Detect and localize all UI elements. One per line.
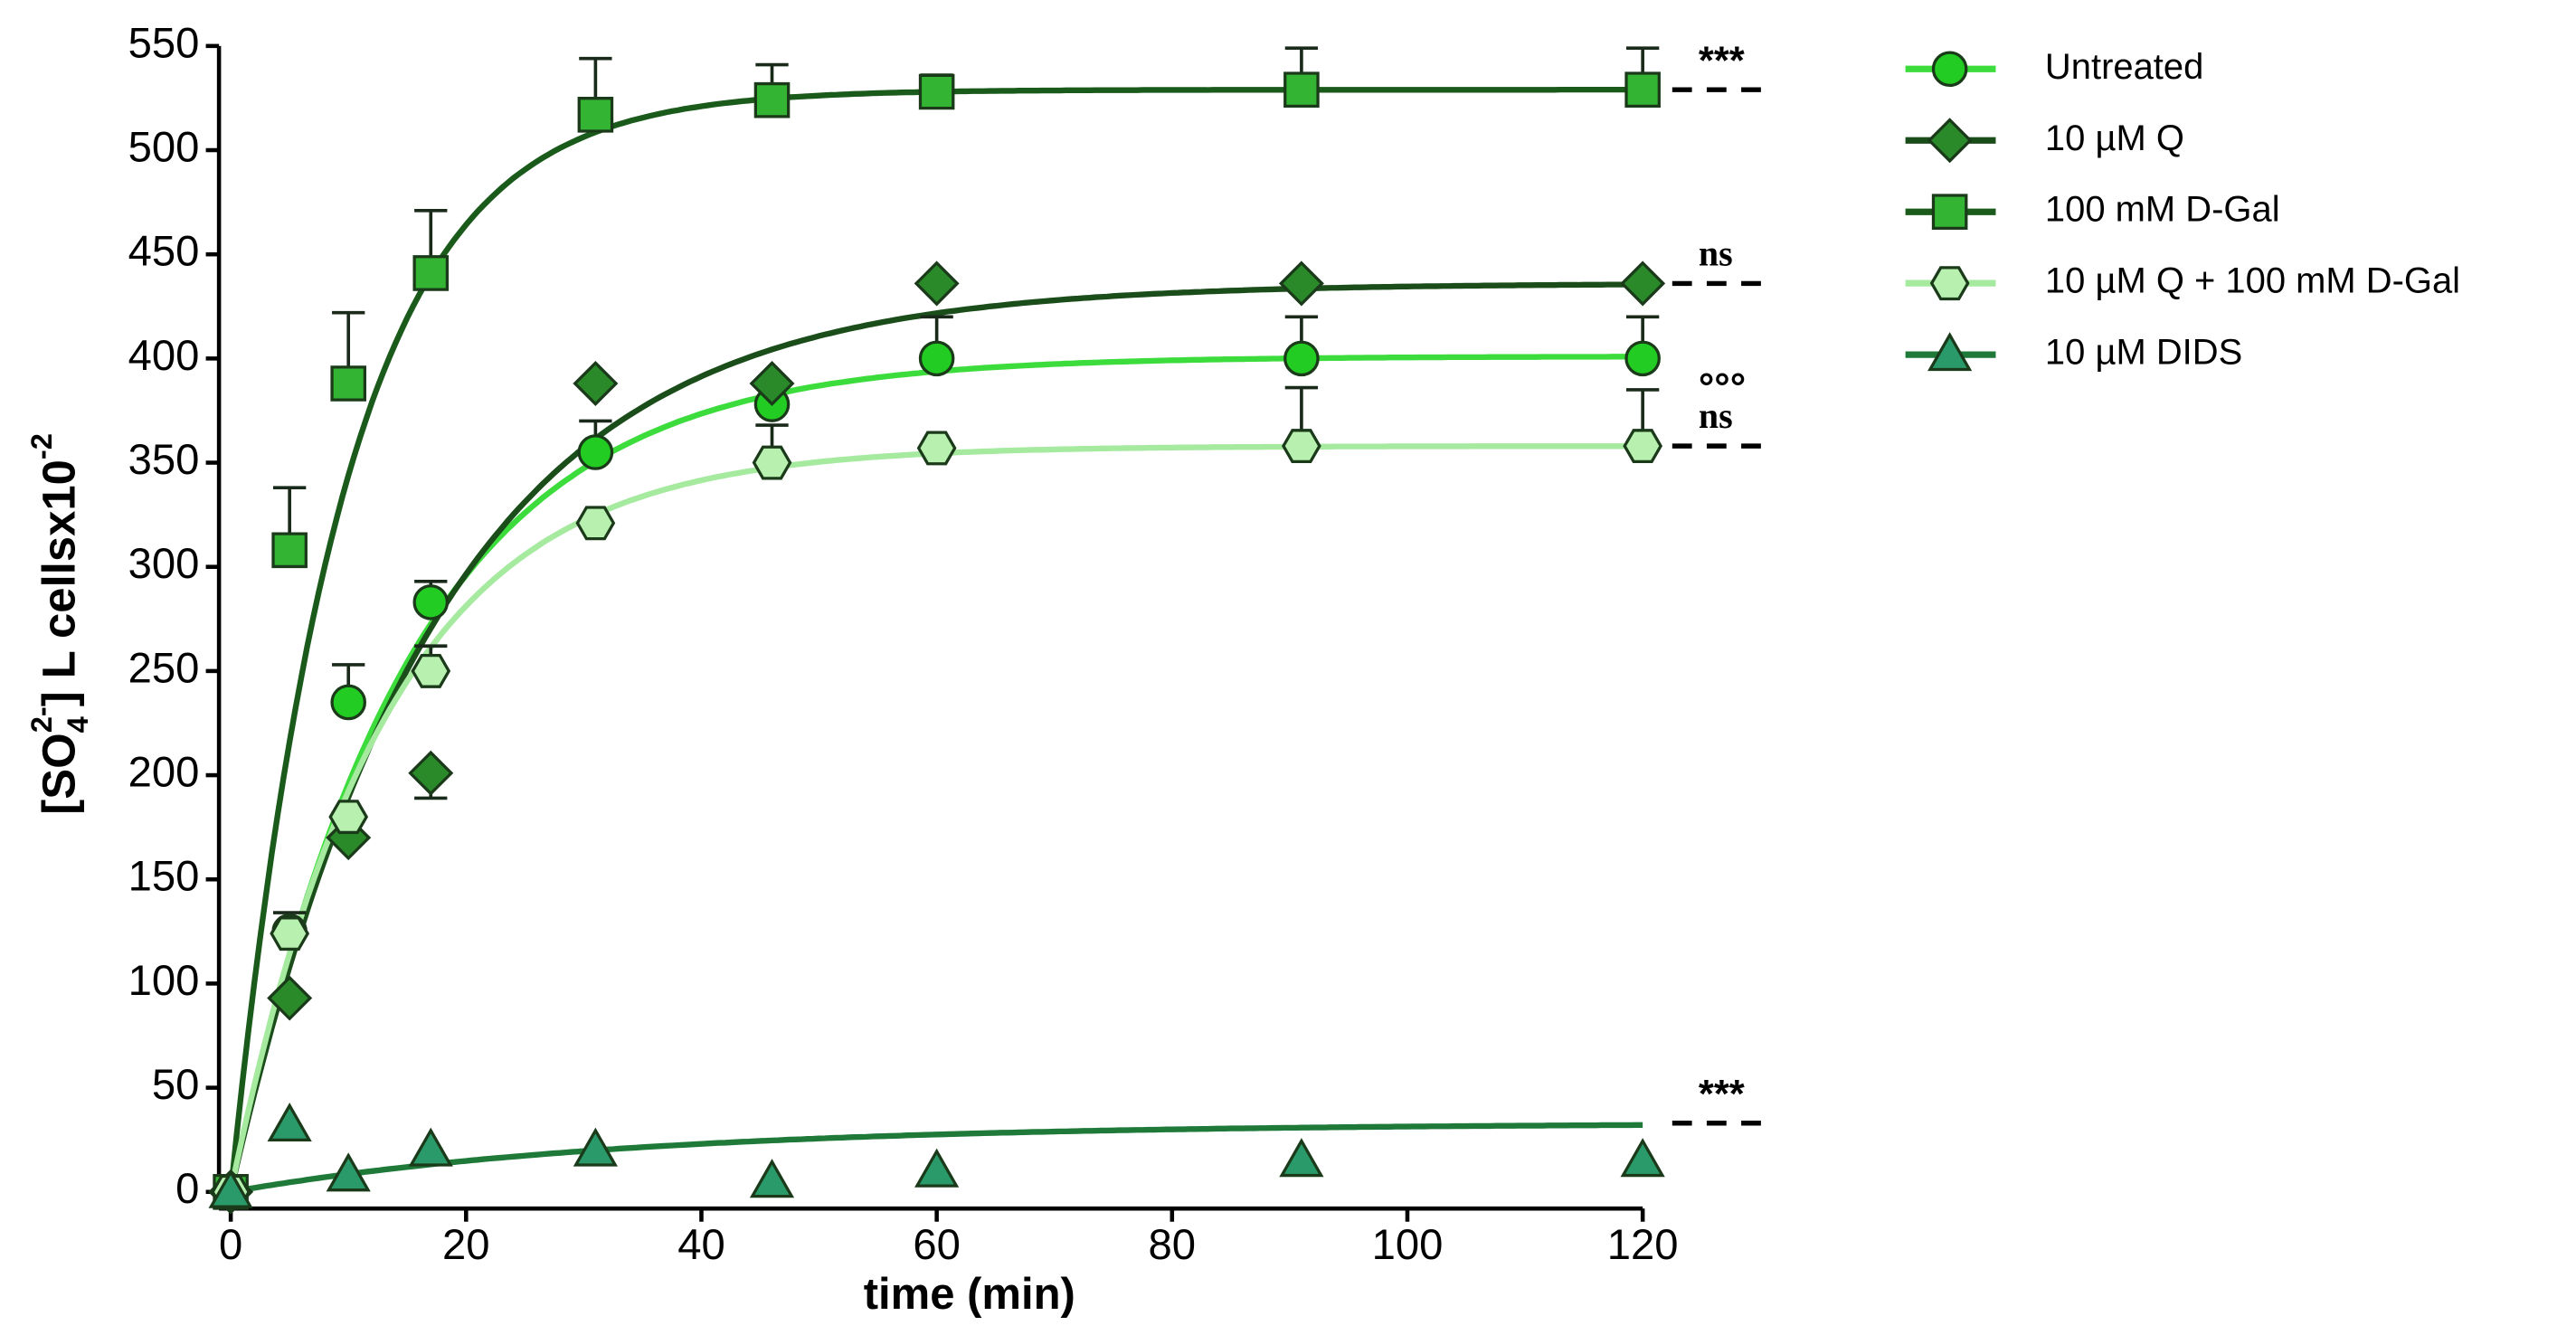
data-point bbox=[918, 340, 955, 377]
data-point bbox=[271, 532, 308, 569]
x-tick-label: 100 bbox=[1372, 1221, 1444, 1269]
annotation: *** bbox=[1699, 1073, 1745, 1116]
fit-curve bbox=[228, 281, 1643, 1193]
data-point bbox=[412, 255, 450, 291]
legend-label: Untreated bbox=[2045, 47, 2203, 87]
data-point bbox=[749, 361, 795, 407]
legend-label: 10 µM Q + 100 mM D-Gal bbox=[2045, 261, 2460, 301]
y-tick-label: 0 bbox=[175, 1165, 199, 1213]
data-point bbox=[752, 445, 792, 480]
legend-marker bbox=[1929, 266, 1970, 301]
legend-marker bbox=[1927, 118, 1973, 164]
data-point bbox=[1283, 340, 1320, 377]
data-point bbox=[267, 975, 313, 1021]
data-point bbox=[1624, 71, 1661, 108]
y-tick-label: 200 bbox=[128, 749, 200, 797]
y-axis-label-part: 4 bbox=[60, 716, 93, 733]
x-tick-label: 80 bbox=[1149, 1221, 1196, 1269]
y-tick-label: 50 bbox=[152, 1061, 200, 1109]
data-point bbox=[577, 97, 614, 133]
y-tick-label: 500 bbox=[128, 123, 200, 171]
x-tick-label: 60 bbox=[913, 1221, 960, 1269]
y-axis-label-part: [SO bbox=[33, 733, 85, 814]
y-tick-label: 150 bbox=[128, 853, 200, 901]
data-point bbox=[1279, 1138, 1324, 1178]
annotation: ns bbox=[1699, 395, 1733, 436]
y-tick-label: 350 bbox=[128, 436, 200, 484]
data-point bbox=[918, 73, 955, 110]
data-point bbox=[573, 361, 619, 407]
data-point bbox=[411, 653, 451, 688]
x-tick-label: 20 bbox=[442, 1221, 490, 1269]
data-point bbox=[1283, 71, 1320, 108]
data-point bbox=[573, 1127, 618, 1167]
x-tick-label: 120 bbox=[1607, 1221, 1679, 1269]
legend-marker bbox=[1927, 332, 1973, 372]
fit-curve bbox=[230, 1122, 1643, 1195]
data-point bbox=[577, 434, 614, 470]
data-point bbox=[408, 750, 454, 796]
y-tick-label: 100 bbox=[128, 957, 200, 1005]
y-tick-label: 550 bbox=[128, 19, 200, 67]
data-point bbox=[267, 1102, 312, 1142]
y-axis-label: [SO42-] L cellsx10-2 bbox=[24, 433, 93, 815]
y-axis-label-part: -2 bbox=[24, 433, 57, 459]
y-tick-label: 450 bbox=[128, 228, 200, 276]
data-point bbox=[1620, 1138, 1665, 1178]
legend-label: 10 µM DIDS bbox=[2045, 333, 2242, 373]
data-point bbox=[749, 1159, 795, 1198]
data-point bbox=[575, 506, 616, 541]
fit-curve bbox=[228, 86, 1643, 1193]
y-tick-label: 250 bbox=[128, 644, 200, 692]
legend-label: 10 µM Q bbox=[2045, 118, 2184, 158]
data-point bbox=[412, 584, 450, 620]
legend-marker bbox=[1931, 194, 1968, 230]
data-point bbox=[326, 1152, 371, 1192]
data-point bbox=[1623, 429, 1663, 464]
legend-label: 100 mM D-Gal bbox=[2045, 190, 2280, 230]
data-point bbox=[1620, 260, 1666, 307]
data-point bbox=[914, 1148, 960, 1188]
y-tick-label: 300 bbox=[128, 540, 200, 588]
data-point bbox=[916, 431, 957, 466]
data-point bbox=[270, 916, 310, 952]
data-point bbox=[1278, 260, 1324, 307]
data-point bbox=[330, 684, 366, 721]
x-tick-label: 0 bbox=[219, 1221, 242, 1269]
fit-curve bbox=[228, 443, 1643, 1193]
x-axis-label: time (min) bbox=[864, 1270, 1075, 1319]
y-axis-label-part: 2- bbox=[24, 706, 57, 733]
data-point bbox=[208, 1169, 253, 1208]
data-point bbox=[1624, 340, 1661, 377]
data-point bbox=[330, 365, 366, 402]
data-point bbox=[408, 1127, 453, 1167]
x-tick-label: 40 bbox=[677, 1221, 725, 1269]
data-point bbox=[1282, 429, 1321, 464]
annotation: *** bbox=[1699, 40, 1745, 83]
y-axis-label-part: ] L cellsx10 bbox=[33, 459, 85, 706]
legend-marker bbox=[1931, 51, 1968, 88]
data-point bbox=[914, 260, 960, 307]
annotation: °°° bbox=[1699, 366, 1746, 410]
y-tick-label: 400 bbox=[128, 332, 200, 380]
data-point bbox=[328, 800, 369, 835]
annotation: ns bbox=[1699, 233, 1733, 274]
data-point bbox=[753, 81, 791, 118]
